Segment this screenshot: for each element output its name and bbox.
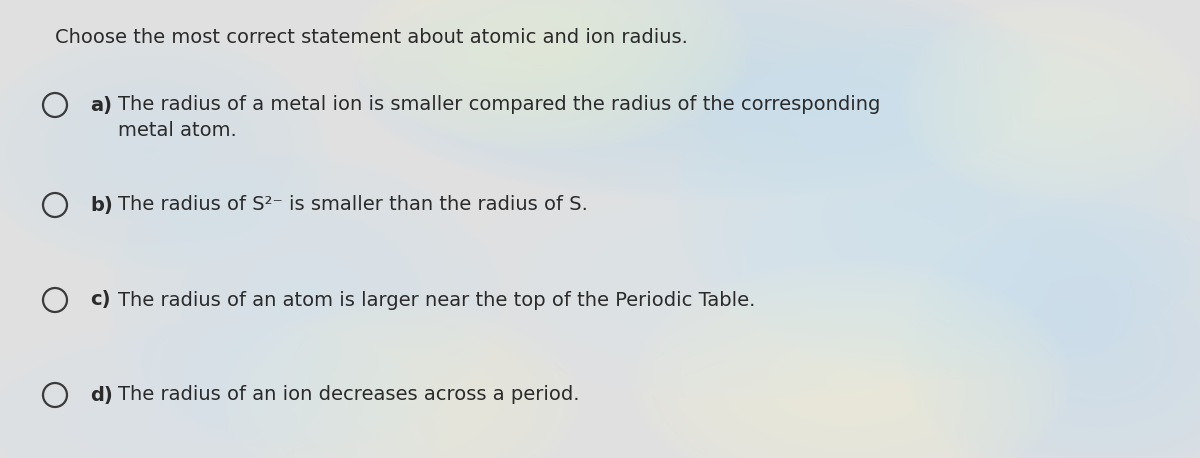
Text: The radius of an ion decreases across a period.: The radius of an ion decreases across a … [118, 386, 580, 404]
Text: d): d) [90, 386, 113, 404]
Text: b): b) [90, 196, 113, 214]
Text: The radius of S²⁻ is smaller than the radius of S.: The radius of S²⁻ is smaller than the ra… [118, 196, 588, 214]
Text: The radius of an atom is larger near the top of the Periodic Table.: The radius of an atom is larger near the… [118, 290, 755, 310]
Text: c): c) [90, 290, 110, 310]
Text: metal atom.: metal atom. [118, 120, 236, 140]
Text: a): a) [90, 96, 112, 114]
Text: Choose the most correct statement about atomic and ion radius.: Choose the most correct statement about … [55, 28, 688, 47]
Text: The radius of a metal ion is smaller compared the radius of the corresponding: The radius of a metal ion is smaller com… [118, 96, 881, 114]
